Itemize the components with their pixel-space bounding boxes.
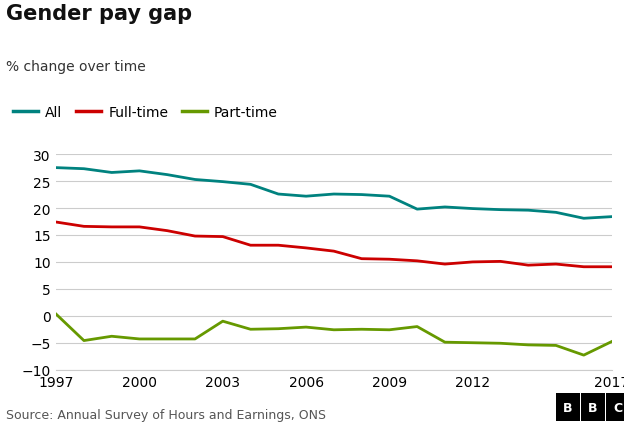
Legend: All, Full-time, Part-time: All, Full-time, Part-time: [13, 106, 278, 120]
Text: Source: Annual Survey of Hours and Earnings, ONS: Source: Annual Survey of Hours and Earni…: [6, 408, 326, 421]
Text: C: C: [613, 401, 622, 414]
Text: B: B: [563, 401, 573, 414]
Text: Gender pay gap: Gender pay gap: [6, 4, 192, 24]
Text: % change over time: % change over time: [6, 60, 146, 74]
Text: B: B: [588, 401, 598, 414]
